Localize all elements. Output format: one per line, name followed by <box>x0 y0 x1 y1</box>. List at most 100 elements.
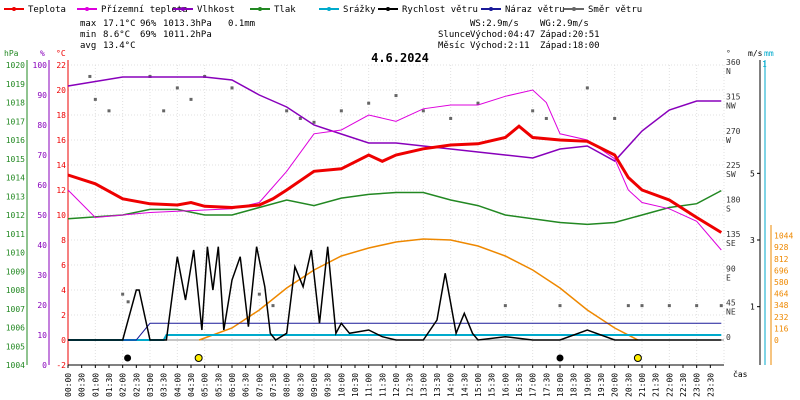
time-tick-label: 07:00 <box>255 373 264 397</box>
legend-label: Srážky <box>343 5 376 15</box>
wind-direction-point <box>367 101 371 105</box>
stats-min-label: min <box>80 30 96 40</box>
temperature-tick: 12 <box>56 186 66 195</box>
temperature-tick: 2 <box>61 311 66 320</box>
direction-name: N <box>726 67 731 76</box>
info-ws: WS:2.9m/s <box>470 19 519 29</box>
wind-direction-point <box>476 101 480 105</box>
legend-label: Náraz větru <box>505 5 565 15</box>
time-tick-label: 15:00 <box>474 373 483 397</box>
wind-tick: 3 <box>750 236 755 245</box>
time-tick-label: 12:00 <box>392 373 401 397</box>
time-tick-label: 16:00 <box>501 373 510 397</box>
humidity-tick: 80 <box>37 121 47 130</box>
time-tick-label: 10:30 <box>351 373 360 397</box>
legend-marker <box>386 7 390 11</box>
direction-tick: 315 <box>726 92 741 101</box>
direction-tick: 45 <box>726 299 736 308</box>
wind-direction-point <box>126 300 130 304</box>
direction-name: SE <box>726 239 736 248</box>
solar-tick: 116 <box>774 324 789 333</box>
info-sun-rise: Východ:04:47 <box>470 30 535 40</box>
direction-name: NE <box>726 308 736 317</box>
solar-tick: 580 <box>774 278 789 287</box>
time-tick-label: 19:00 <box>583 373 592 397</box>
time-tick-label: 11:00 <box>365 373 374 397</box>
pressure-tick: 1020 <box>6 61 25 70</box>
humidity-tick: 70 <box>37 151 47 160</box>
time-tick-label: 13:00 <box>419 373 428 397</box>
time-tick-label: 09:30 <box>324 373 333 397</box>
series-wind-speed <box>68 246 722 341</box>
wind-direction-point <box>189 97 193 101</box>
humidity-tick: 50 <box>37 211 47 220</box>
time-tick-label: 06:00 <box>228 373 237 397</box>
info-moon-set: Západ:18:00 <box>540 41 600 51</box>
time-tick-label: 00:30 <box>78 373 87 397</box>
pressure-tick: 1007 <box>6 305 25 314</box>
wind-direction-point <box>585 86 589 90</box>
wind-direction-point <box>107 109 111 113</box>
time-tick-label: 22:00 <box>665 373 674 397</box>
solar-tick: 464 <box>774 290 789 299</box>
time-tick-label: 02:00 <box>119 373 128 397</box>
direction-tick: 0 <box>726 333 731 342</box>
time-tick-label: 12:30 <box>406 373 415 397</box>
wind-direction-point <box>271 304 275 308</box>
solar-tick: 812 <box>774 255 789 264</box>
solar-tick: 348 <box>774 301 789 310</box>
wind-direction-point <box>695 304 699 308</box>
direction-tick: 360 <box>726 58 741 67</box>
time-tick-label: 23:00 <box>693 373 702 397</box>
legend-marker <box>327 7 331 11</box>
legend-marker <box>181 7 185 11</box>
wind-direction-point <box>640 304 644 308</box>
time-tick-label: 18:00 <box>556 373 565 397</box>
stats-max-label: max <box>80 19 97 29</box>
direction-name: W <box>726 136 731 145</box>
wind-tick: 5 <box>750 169 755 178</box>
time-tick-label: 04:00 <box>173 373 182 397</box>
stats-avg-label: avg <box>80 41 96 51</box>
time-tick-label: 11:30 <box>378 373 387 397</box>
plot-area <box>67 74 724 362</box>
temperature-axis-title: °C <box>56 49 66 58</box>
stats-table: max 17.1°C 96% 1013.3hPa 0.1mm min 8.6°C… <box>80 19 255 51</box>
chart-title: 4.6.2024 <box>371 51 429 65</box>
pressure-tick: 1006 <box>6 324 25 333</box>
time-tick-label: 20:00 <box>611 373 620 397</box>
wind-direction-point <box>93 97 97 101</box>
time-tick-label: 19:30 <box>597 373 606 397</box>
time-tick-label: 17:30 <box>542 373 551 397</box>
time-tick-label: 08:30 <box>296 373 305 397</box>
wind-direction-point <box>298 116 302 120</box>
temperature-tick: 8 <box>61 236 66 245</box>
humidity-tick: 90 <box>37 91 47 100</box>
wind-direction-point <box>719 304 723 308</box>
sun-moon-info: WS:2.9m/s WG:2.9m/s Slunce Východ:04:47 … <box>438 19 600 51</box>
time-tick-label: 02:30 <box>132 373 141 397</box>
time-tick-label: 06:30 <box>242 373 251 397</box>
wind-direction-point <box>613 116 617 120</box>
info-sun-label: Slunce <box>438 30 471 40</box>
wind-direction-point <box>667 304 671 308</box>
time-tick-label: 08:00 <box>283 373 292 397</box>
wind-direction-point <box>394 94 398 98</box>
time-tick-label: 03:30 <box>160 373 169 397</box>
time-tick-label: 09:00 <box>310 373 319 397</box>
pressure-tick: 1014 <box>6 174 25 183</box>
temperature-tick: 10 <box>56 211 66 220</box>
pressure-tick: 1011 <box>6 230 25 239</box>
time-tick-label: 21:30 <box>652 373 661 397</box>
solar-tick: 1044 <box>774 232 793 241</box>
direction-tick: 225 <box>726 161 741 170</box>
legend-marker <box>85 7 89 11</box>
stats-min-press: 1011.2hPa <box>163 30 212 40</box>
solar-tick: 928 <box>774 243 789 252</box>
time-tick-label: 18:30 <box>570 373 579 397</box>
wind-direction-point <box>626 304 630 308</box>
time-tick-label: 23:30 <box>706 373 715 397</box>
pressure-tick: 1010 <box>6 249 25 258</box>
humidity-tick: 0 <box>42 361 47 370</box>
time-tick-label: 16:30 <box>515 373 524 397</box>
